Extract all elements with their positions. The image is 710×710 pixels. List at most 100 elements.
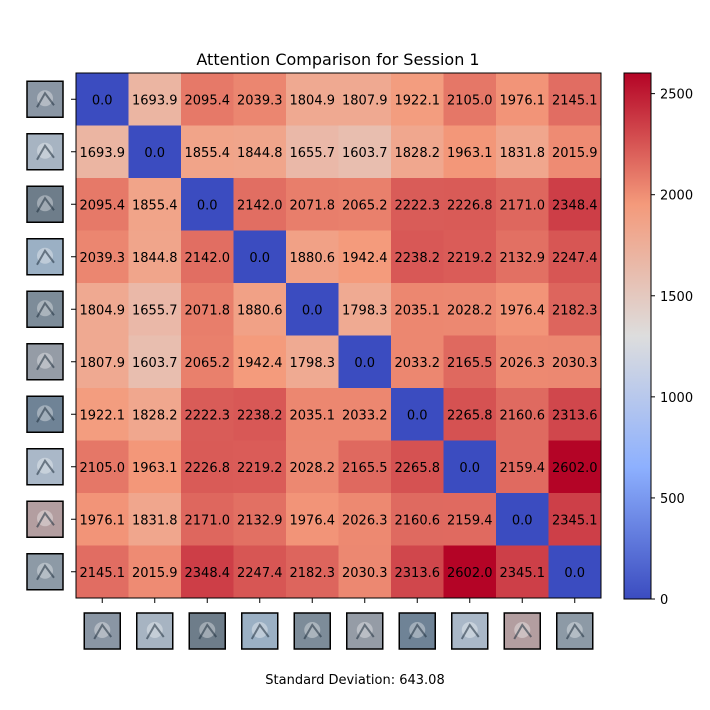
cell-value-label: 2132.9 (237, 513, 283, 528)
cell-value-label: 1922.1 (395, 93, 441, 108)
heatmap-cells: 0.0 1693.9 2095.4 2039.3 1804.9 1807.9 1922.1 2… (75, 72, 602, 599)
cell-value-label: 1603.7 (342, 146, 388, 161)
cell-value-label: 2219.2 (447, 251, 493, 266)
standard-deviation-label: Standard Deviation: 643.08 (265, 673, 444, 688)
heatmap-cell (496, 440, 549, 494)
heatmap-cell (548, 388, 602, 441)
heatmap-cell (496, 545, 549, 599)
heatmap-cell (338, 125, 392, 179)
heatmap-cell (496, 73, 549, 126)
heatmap-cell (76, 388, 129, 441)
heatmap-cell (391, 545, 444, 599)
heatmap-cell (443, 125, 497, 179)
colorbar-tick-label: 2000 (660, 189, 693, 204)
cell-value-label: 2348.4 (185, 566, 231, 581)
cell-value-label: 2165.5 (447, 356, 493, 371)
cell-value-label: 2065.2 (342, 198, 388, 213)
cell-value-label: 2095.4 (185, 93, 231, 108)
cell-value-label: 2095.4 (80, 198, 126, 213)
heatmap-cell (443, 493, 497, 546)
heatmap-cell (496, 178, 549, 231)
row-thumbnail-image (26, 185, 64, 223)
heatmap-cell (391, 440, 444, 494)
cell-value-label: 1831.8 (500, 146, 546, 161)
heatmap-cell (338, 178, 392, 231)
heatmap-cell (548, 125, 602, 179)
cell-value-label: 2065.2 (185, 356, 231, 371)
heatmap-cell (548, 283, 602, 336)
heatmap-cell (233, 125, 287, 179)
heatmap-cell (443, 388, 497, 441)
heatmap-cell (338, 388, 392, 441)
cell-value-label: 2226.8 (447, 198, 493, 213)
cell-value-label: 2602.0 (552, 461, 598, 476)
heatmap-cell (128, 440, 182, 494)
heatmap-cell (76, 545, 129, 599)
cell-value-label: 0.0 (92, 93, 113, 108)
cell-value-label: 1844.8 (237, 146, 283, 161)
heatmap-cell (443, 545, 497, 599)
heatmap-cell (286, 125, 339, 179)
cell-value-label: 2345.1 (552, 513, 598, 528)
cell-value-label: 2222.3 (185, 408, 231, 423)
heatmap-cell (181, 230, 234, 284)
cell-value-label: 2026.3 (342, 513, 388, 528)
heatmap-cell (548, 545, 602, 599)
cell-value-label: 1976.4 (290, 513, 336, 528)
cell-value-label: 1922.1 (80, 408, 126, 423)
cell-value-label: 2159.4 (500, 461, 546, 476)
heatmap-cell (128, 178, 182, 231)
cell-value-label: 2035.1 (395, 303, 441, 318)
heatmap-cell (496, 493, 549, 546)
cell-value-label: 2159.4 (447, 513, 493, 528)
cell-value-label: 2345.1 (500, 566, 546, 581)
row-thumbnail-image (26, 395, 64, 433)
cell-value-label: 0.0 (302, 303, 323, 318)
heatmap-cell (128, 125, 182, 179)
heatmap-cell (496, 125, 549, 179)
heatmap-cell (233, 335, 287, 389)
heatmap-cell (128, 493, 182, 546)
heatmap-cell (443, 230, 497, 284)
cell-value-label: 2145.1 (80, 566, 126, 581)
cell-value-label: 1655.7 (132, 303, 178, 318)
row-thumbnail-image (26, 238, 64, 276)
cell-value-label: 1603.7 (132, 356, 178, 371)
column-thumbnail-image (83, 612, 121, 650)
heatmap-cell (286, 545, 339, 599)
cell-value-label: 2039.3 (237, 93, 283, 108)
cell-value-label: 1798.3 (290, 356, 336, 371)
heatmap-cell (548, 335, 602, 389)
cell-value-label: 1976.4 (500, 303, 546, 318)
cell-value-label: 2348.4 (552, 198, 598, 213)
column-thumbnail-image (346, 612, 384, 650)
heatmap-cell (548, 493, 602, 546)
row-thumbnail-image (26, 133, 64, 171)
heatmap-cell (443, 73, 497, 126)
cell-value-label: 2026.3 (500, 356, 546, 371)
heatmap-cell (286, 493, 339, 546)
cell-value-label: 2247.4 (237, 566, 283, 581)
heatmap-cell (181, 125, 234, 179)
heatmap-cell (391, 335, 444, 389)
heatmap-cell (181, 545, 234, 599)
column-thumbnail-image (293, 612, 331, 650)
colorbar-gradient (623, 72, 652, 600)
cell-value-label: 2265.8 (395, 461, 441, 476)
cell-value-label: 1798.3 (342, 303, 388, 318)
heatmap-cell (233, 73, 287, 126)
heatmap-cell (548, 230, 602, 284)
heatmap-cell (128, 230, 182, 284)
cell-value-label: 1880.6 (237, 303, 283, 318)
heatmap-cell (286, 230, 339, 284)
cell-value-label: 0.0 (407, 408, 428, 423)
cell-value-label: 1942.4 (342, 251, 388, 266)
column-thumbnail-image (188, 612, 226, 650)
cell-value-label: 2028.2 (447, 303, 493, 318)
heatmap-cell (181, 178, 234, 231)
heatmap-cell (286, 73, 339, 126)
heatmap-cell (286, 178, 339, 231)
heatmap-cell (76, 283, 129, 336)
heatmap-cell (76, 440, 129, 494)
cell-value-label: 1807.9 (342, 93, 388, 108)
